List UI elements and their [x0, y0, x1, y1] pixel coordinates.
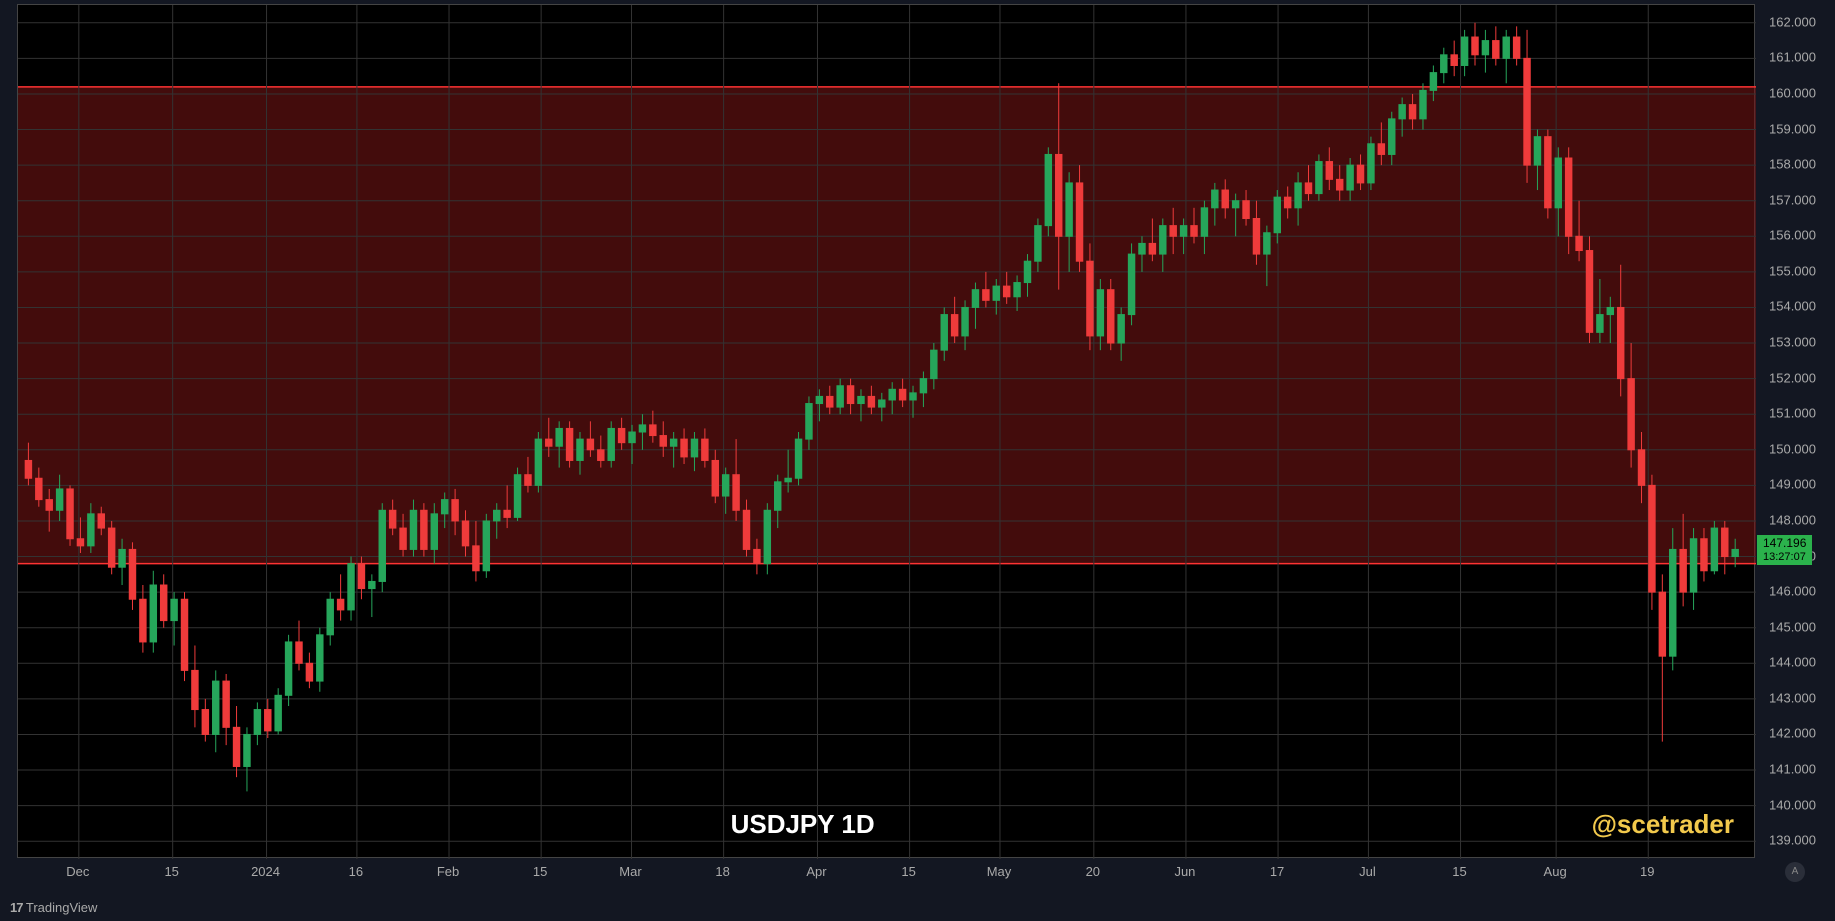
y-axis-tick: 160.000	[1763, 85, 1835, 100]
y-axis-tick: 162.000	[1763, 14, 1835, 29]
x-axis-tick: 15	[1452, 864, 1466, 879]
y-axis-tick: 142.000	[1763, 726, 1835, 741]
y-axis-tick: 156.000	[1763, 228, 1835, 243]
autoscale-button[interactable]: A	[1785, 862, 1805, 882]
chart-root: USDJPY 1D @scetrader 139.000 140.000 141.0…	[0, 0, 1835, 921]
x-axis-tick: Apr	[806, 864, 826, 879]
x-axis-tick: 20	[1086, 864, 1100, 879]
x-axis-tick: 15	[901, 864, 915, 879]
y-axis-tick: 161.000	[1763, 50, 1835, 65]
chart-plot-area[interactable]: USDJPY 1D @scetrader	[17, 4, 1755, 858]
chart-svg	[18, 5, 1756, 859]
y-axis-tick: 155.000	[1763, 263, 1835, 278]
y-axis-tick: 158.000	[1763, 157, 1835, 172]
y-axis-tick: 139.000	[1763, 833, 1835, 848]
x-axis-tick: 19	[1640, 864, 1654, 879]
tv-logo-text: TradingView	[26, 900, 98, 915]
x-axis-tick: 2024	[251, 864, 280, 879]
tradingview-logo: 17 TradingView	[10, 900, 97, 915]
tv-icon: 17	[10, 900, 22, 915]
x-axis-tick: 18	[715, 864, 729, 879]
x-axis-tick: 15	[164, 864, 178, 879]
y-axis-tick: 150.000	[1763, 441, 1835, 456]
y-axis-tick: 141.000	[1763, 762, 1835, 777]
price-tag-countdown: 13:27:07	[1757, 549, 1812, 565]
y-axis-tick: 143.000	[1763, 690, 1835, 705]
chart-credit: @scetrader	[1592, 809, 1734, 840]
x-axis-tick: May	[987, 864, 1012, 879]
y-axis-tick: 153.000	[1763, 335, 1835, 350]
x-axis-tick: Dec	[66, 864, 89, 879]
x-axis-tick: Feb	[437, 864, 459, 879]
y-axis-tick: 140.000	[1763, 797, 1835, 812]
y-axis-tick: 149.000	[1763, 477, 1835, 492]
y-axis-tick: 151.000	[1763, 406, 1835, 421]
x-axis-tick: 15	[533, 864, 547, 879]
y-axis-tick: 148.000	[1763, 512, 1835, 527]
chart-title: USDJPY 1D	[731, 809, 875, 840]
x-axis-tick: 17	[1270, 864, 1284, 879]
y-axis-tick: 145.000	[1763, 619, 1835, 634]
y-axis-tick: 146.000	[1763, 584, 1835, 599]
y-axis-tick: 159.000	[1763, 121, 1835, 136]
x-axis-tick: 16	[349, 864, 363, 879]
y-axis-tick: 152.000	[1763, 370, 1835, 385]
y-axis-tick: 144.000	[1763, 655, 1835, 670]
x-axis-tick: Jul	[1359, 864, 1376, 879]
x-axis-tick: Jun	[1174, 864, 1195, 879]
y-axis-tick: 154.000	[1763, 299, 1835, 314]
y-axis-tick: 157.000	[1763, 192, 1835, 207]
x-axis-tick: Mar	[619, 864, 641, 879]
x-axis-tick: Aug	[1544, 864, 1567, 879]
